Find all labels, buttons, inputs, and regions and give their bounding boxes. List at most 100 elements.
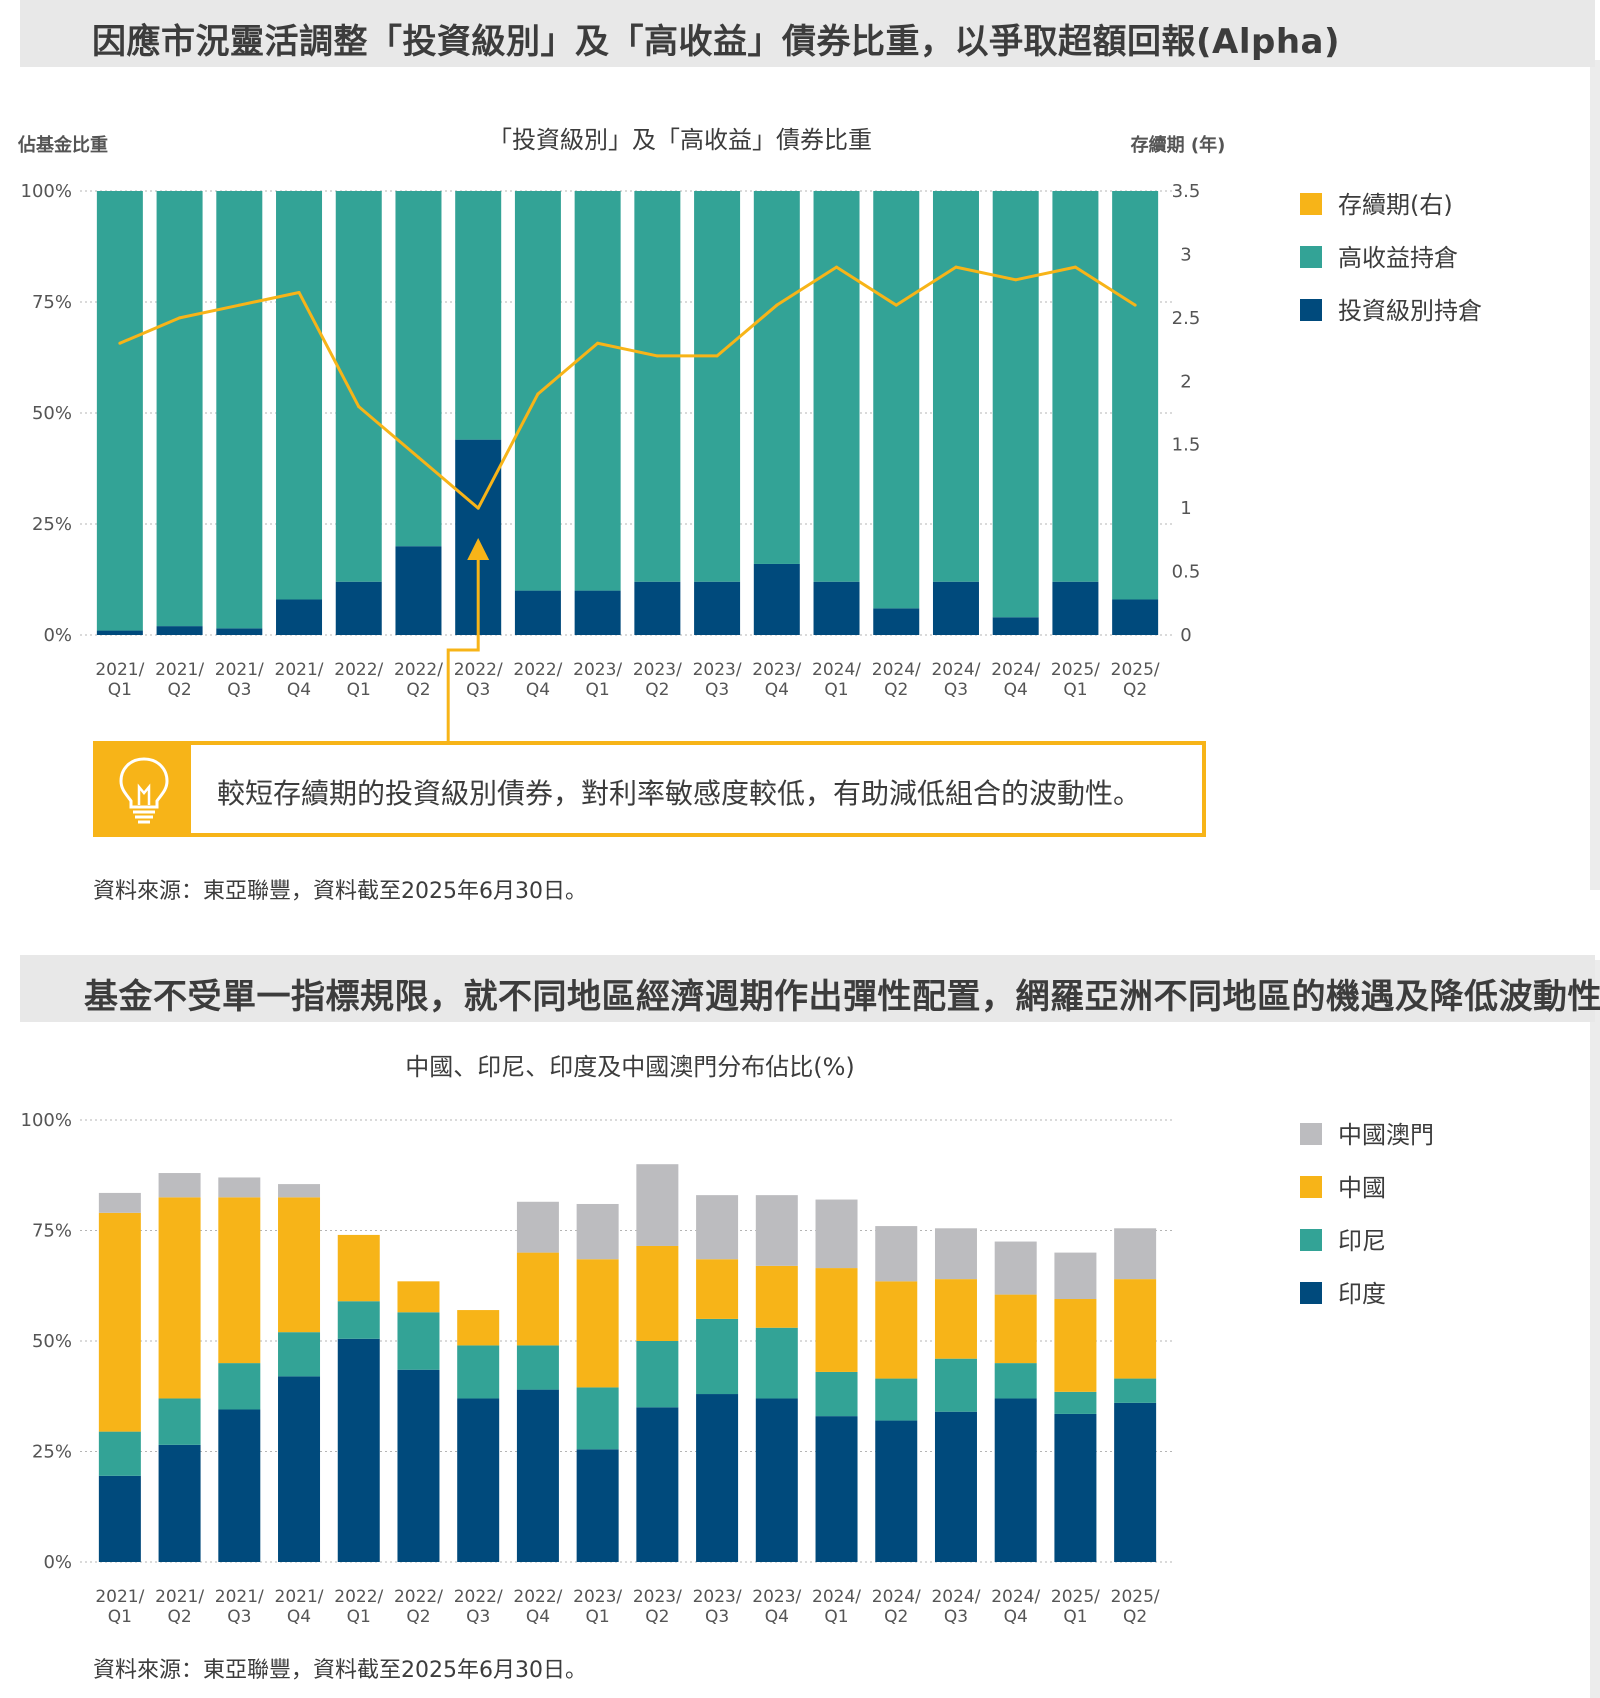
investment-grade-bar: [753, 563, 800, 635]
china-macau-bar: [636, 1164, 679, 1246]
section1-source: 資料來源：東亞聯豐，資料截至2025年6月30日。: [93, 879, 587, 904]
india-bar: [457, 1398, 500, 1562]
indonesia-bar: [815, 1371, 858, 1417]
india-bar: [636, 1407, 679, 1562]
duration-line: [119, 265, 1136, 510]
chart1-title: 「投資級別」及「高收益」債券比重: [488, 126, 872, 154]
region-allocation-chart: 中國、印尼、印度及中國澳門分布佔比(%) 100% 75% 50% 25% 0% 202…: [21, 1053, 1175, 1627]
duration-point: [715, 354, 719, 358]
indonesia-bar: [218, 1363, 261, 1410]
china-macau-bar: [158, 1173, 201, 1198]
high-yield-bar: [335, 191, 382, 582]
high-yield-bar: [634, 191, 681, 582]
duration-point: [357, 405, 361, 409]
india-bar: [1054, 1413, 1097, 1562]
investment-grade-bar: [932, 581, 979, 635]
indonesia-bar: [1114, 1378, 1157, 1403]
high-yield-bar: [813, 191, 860, 582]
legend-label: 存續期(右): [1338, 191, 1453, 219]
duration-point: [178, 316, 182, 320]
china-bar: [457, 1310, 500, 1346]
india-bar: [755, 1398, 798, 1562]
investment-grade-bar: [216, 628, 263, 635]
legend-label: 投資級別持倉: [1338, 297, 1482, 325]
india-bar: [397, 1369, 440, 1562]
section2-banner: 基金不受單一指標規限，就不同地區經濟週期作出彈性配置，網羅亞洲不同地區的機遇及降…: [20, 955, 1600, 1022]
china-macau-bar: [1114, 1228, 1157, 1280]
duration-point: [655, 354, 659, 358]
chart1-bars: [96, 191, 1159, 635]
chart1-y-axis-label: 佔基金比重: [17, 134, 108, 156]
y2-tick-label: 1: [1180, 498, 1191, 519]
x-tick-label: Q2: [884, 680, 908, 700]
indonesia-bar: [158, 1398, 201, 1445]
x-tick-label: Q1: [347, 680, 371, 700]
investment-grade-bar: [634, 581, 681, 635]
china-macau-bar: [934, 1228, 977, 1280]
x-tick-label: Q1: [347, 1607, 371, 1627]
china-macau-bar: [516, 1201, 559, 1253]
investment-grade-bar: [335, 581, 382, 635]
x-tick-label: Q2: [167, 680, 191, 700]
duration-point: [775, 303, 779, 307]
x-tick-label: Q3: [705, 1607, 729, 1627]
china-bar: [337, 1234, 380, 1302]
indonesia-bar: [934, 1358, 977, 1412]
y2-tick-label: 0.5: [1172, 562, 1201, 583]
duration-point: [1133, 303, 1137, 307]
x-tick-label: 2023/: [633, 1587, 682, 1607]
high-yield-bar: [276, 191, 323, 600]
x-tick-label: 2022/: [394, 660, 443, 680]
china-macau-bar: [875, 1226, 918, 1282]
x-tick-label: Q2: [645, 1607, 669, 1627]
duration-point: [954, 265, 958, 269]
x-tick-label: 2025/: [1051, 1587, 1100, 1607]
x-tick-label: 2021/: [155, 1587, 204, 1607]
x-tick-label: Q2: [406, 1607, 430, 1627]
y-tick-label: 75%: [32, 1221, 72, 1242]
chart2-x-ticks: 2021/Q12021/Q22021/Q32021/Q42022/Q12022/…: [95, 1587, 1160, 1627]
investment-grade-bar: [156, 626, 203, 635]
chart2-bars: [98, 1164, 1157, 1562]
high-yield-bar: [455, 191, 502, 440]
duration-point: [476, 506, 480, 510]
duration-point: [297, 290, 301, 294]
x-tick-label: 2023/: [573, 1587, 622, 1607]
x-tick-label: Q2: [1123, 680, 1147, 700]
x-tick-label: 2022/: [513, 1587, 562, 1607]
x-tick-label: Q2: [406, 680, 430, 700]
duration-point: [536, 392, 540, 396]
y2-tick-label: 3: [1180, 244, 1191, 265]
duration-point: [416, 455, 420, 459]
legend-swatch: [1300, 193, 1322, 215]
callout-text: 較短存續期的投資級別債券，對利率敏感度較低，有助減低組合的波動性。: [217, 777, 1142, 810]
investment-grade-bar: [276, 599, 323, 635]
lightbulb-icon: [119, 757, 169, 824]
duration-point: [894, 303, 898, 307]
chart1-duration-line: [118, 265, 1137, 510]
india-bar: [815, 1416, 858, 1562]
china-bar: [1114, 1279, 1157, 1379]
china-bar: [218, 1197, 261, 1364]
china-macau-bar: [696, 1195, 739, 1260]
indonesia-bar: [516, 1345, 559, 1390]
callout-icon-box: [97, 745, 191, 833]
x-tick-label: Q2: [884, 1607, 908, 1627]
chart2-y-ticks: 100% 75% 50% 25% 0%: [21, 1110, 72, 1573]
duration-allocation-chart: 「投資級別」及「高收益」債券比重 佔基金比重 存續期 (年) 100%75%50…: [17, 126, 1225, 741]
legend-label: 印尼: [1338, 1227, 1386, 1255]
x-tick-label: Q4: [287, 1607, 311, 1627]
x-tick-label: 2022/: [454, 660, 503, 680]
india-bar: [576, 1449, 619, 1562]
x-tick-label: Q2: [167, 1607, 191, 1627]
x-tick-label: 2022/: [394, 1587, 443, 1607]
china-macau-bar: [994, 1241, 1037, 1295]
china-bar: [875, 1281, 918, 1379]
indonesia-bar: [576, 1387, 619, 1450]
indonesia-bar: [875, 1378, 918, 1421]
high-yield-bar: [514, 191, 561, 591]
x-tick-label: Q1: [824, 680, 848, 700]
arrowhead: [467, 538, 490, 560]
chart1-callout-arrow: [446, 538, 490, 741]
legend-swatch: [1300, 299, 1322, 321]
